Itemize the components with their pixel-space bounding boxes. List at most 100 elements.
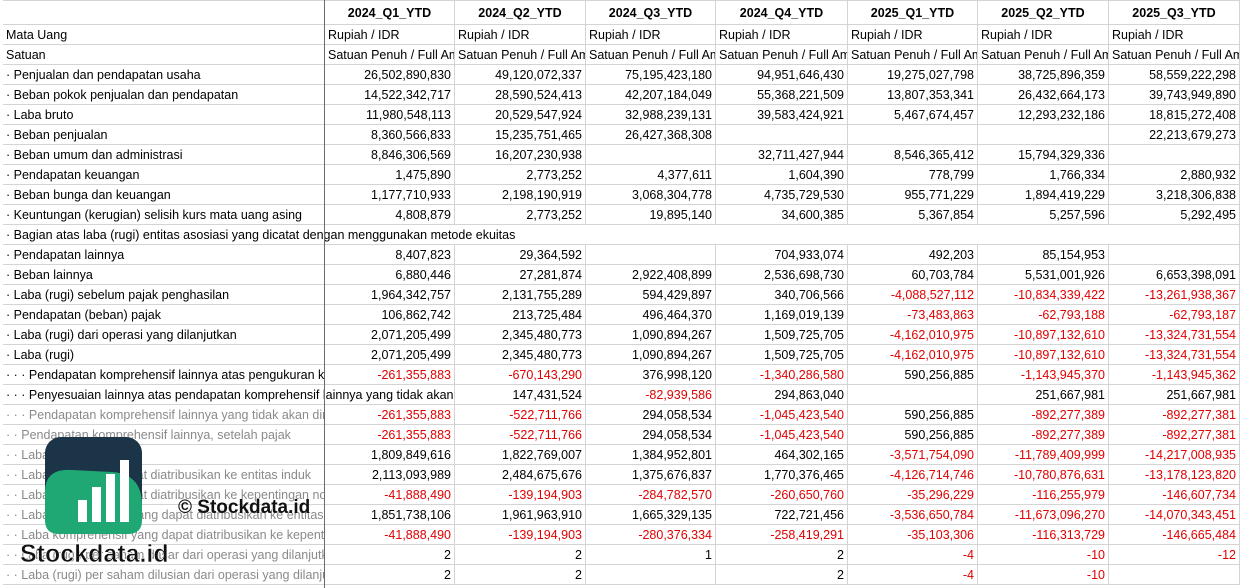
value-cell: 2,922,408,899 (586, 265, 716, 285)
row-label: · · · Pendapatan komprehensif lainnya ya… (3, 405, 325, 425)
value-cell: -11,789,409,999 (978, 445, 1109, 465)
value-cell: 1,604,390 (716, 165, 848, 185)
value-cell: Satuan Penuh / Full Amount (1109, 45, 1240, 65)
value-cell: -146,607,734 (1109, 485, 1240, 505)
column-header: 2024_Q4_YTD (716, 0, 848, 25)
value-cell: Satuan Penuh / Full Amount (716, 45, 848, 65)
value-cell: 251,667,981 (1109, 385, 1240, 405)
row-label: · Bagian atas laba (rugi) entitas asosia… (3, 225, 1240, 245)
column-header: 2025_Q1_YTD (848, 0, 978, 25)
row-label: · Beban pokok penjualan dan pendapatan (3, 85, 325, 105)
value-cell: -35,103,306 (848, 525, 978, 545)
value-cell: -4,126,714,746 (848, 465, 978, 485)
value-cell: 16,207,230,938 (455, 145, 586, 165)
value-cell: 3,218,306,838 (1109, 185, 1240, 205)
value-cell: -1,045,423,540 (716, 405, 848, 425)
value-cell: -12 (1109, 545, 1240, 565)
value-cell: -1,045,423,540 (716, 425, 848, 445)
column-header: 2024_Q3_YTD (586, 0, 716, 25)
value-cell: 34,600,385 (716, 205, 848, 225)
value-cell: 85,154,953 (978, 245, 1109, 265)
value-cell: 5,467,674,457 (848, 105, 978, 125)
value-cell: 3,068,304,778 (586, 185, 716, 205)
value-cell: -261,355,883 (325, 365, 455, 385)
value-cell: 22,213,679,273 (1109, 125, 1240, 145)
value-cell: 147,431,524 (455, 385, 586, 405)
row-label: · · Laba (rugi) per saham dilusian dari … (3, 565, 325, 585)
value-cell: 75,195,423,180 (586, 65, 716, 85)
value-cell: 5,531,001,926 (978, 265, 1109, 285)
value-cell: 26,502,890,830 (325, 65, 455, 85)
value-cell: -73,483,863 (848, 305, 978, 325)
value-cell: -280,376,334 (586, 525, 716, 545)
value-cell: Satuan Penuh / Full Amount (978, 45, 1109, 65)
value-cell: 27,281,874 (455, 265, 586, 285)
empty-cell (716, 125, 848, 145)
value-cell: -139,194,903 (455, 525, 586, 545)
column-header: 2024_Q2_YTD (455, 0, 586, 25)
value-cell: -1,340,286,580 (716, 365, 848, 385)
value-cell: -82,939,586 (586, 385, 716, 405)
value-cell: -892,277,389 (978, 425, 1109, 445)
value-cell: -10,780,876,631 (978, 465, 1109, 485)
value-cell: 1,964,342,757 (325, 285, 455, 305)
value-cell: 1,851,738,106 (325, 505, 455, 525)
row-label: · Laba (rugi) sebelum pajak penghasilan (3, 285, 325, 305)
value-cell: 2,536,698,730 (716, 265, 848, 285)
empty-cell (848, 125, 978, 145)
value-cell: -10,834,339,422 (978, 285, 1109, 305)
value-cell: 294,058,534 (586, 425, 716, 445)
row-label: · Pendapatan keuangan (3, 165, 325, 185)
value-cell: 39,743,949,890 (1109, 85, 1240, 105)
value-cell: 12,293,232,186 (978, 105, 1109, 125)
value-cell: -139,194,903 (455, 485, 586, 505)
row-label: · · Laba komprehensif (3, 445, 325, 465)
value-cell: 1,090,894,267 (586, 345, 716, 365)
corner-cell (3, 0, 325, 25)
value-cell: 492,203 (848, 245, 978, 265)
value-cell: Satuan Penuh / Full Amount (455, 45, 586, 65)
value-cell: 1,961,963,910 (455, 505, 586, 525)
value-cell: 42,207,184,049 (586, 85, 716, 105)
value-cell: 2,484,675,676 (455, 465, 586, 485)
value-cell: 28,590,524,413 (455, 85, 586, 105)
value-cell: 94,951,646,430 (716, 65, 848, 85)
value-cell: 2 (716, 545, 848, 565)
row-label: · Beban bunga dan keuangan (3, 185, 325, 205)
value-cell: 496,464,370 (586, 305, 716, 325)
value-cell: 15,794,329,336 (978, 145, 1109, 165)
row-label: · Laba (rugi) (3, 345, 325, 365)
value-cell: 2 (455, 565, 586, 585)
value-cell: 26,432,664,173 (978, 85, 1109, 105)
value-cell: 2 (325, 565, 455, 585)
value-cell: 1,169,019,139 (716, 305, 848, 325)
empty-cell (848, 385, 978, 405)
value-cell: 14,522,342,717 (325, 85, 455, 105)
column-header: 2025_Q3_YTD (1109, 0, 1240, 25)
column-header: 2025_Q2_YTD (978, 0, 1109, 25)
row-label: · · · Pendapatan komprehensif lainnya at… (3, 365, 325, 385)
value-cell: 1,770,376,465 (716, 465, 848, 485)
value-cell: 1,375,676,837 (586, 465, 716, 485)
value-cell: 2 (716, 565, 848, 585)
value-cell: 1,766,334 (978, 165, 1109, 185)
value-cell: -4,162,010,975 (848, 345, 978, 365)
value-cell: 590,256,885 (848, 365, 978, 385)
row-label: · Beban lainnya (3, 265, 325, 285)
row-label: Satuan (3, 45, 325, 65)
value-cell: -4 (848, 565, 978, 585)
value-cell: -13,324,731,554 (1109, 345, 1240, 365)
value-cell: -41,888,490 (325, 485, 455, 505)
value-cell: -13,178,123,820 (1109, 465, 1240, 485)
value-cell: 2,773,252 (455, 205, 586, 225)
value-cell: Rupiah / IDR (325, 25, 455, 45)
value-cell: -522,711,766 (455, 405, 586, 425)
value-cell: 594,429,897 (586, 285, 716, 305)
value-cell: -35,296,229 (848, 485, 978, 505)
value-cell: 1,475,890 (325, 165, 455, 185)
value-cell: 778,799 (848, 165, 978, 185)
value-cell: 294,058,534 (586, 405, 716, 425)
value-cell: 39,583,424,921 (716, 105, 848, 125)
value-cell: 60,703,784 (848, 265, 978, 285)
value-cell: 294,863,040 (716, 385, 848, 405)
